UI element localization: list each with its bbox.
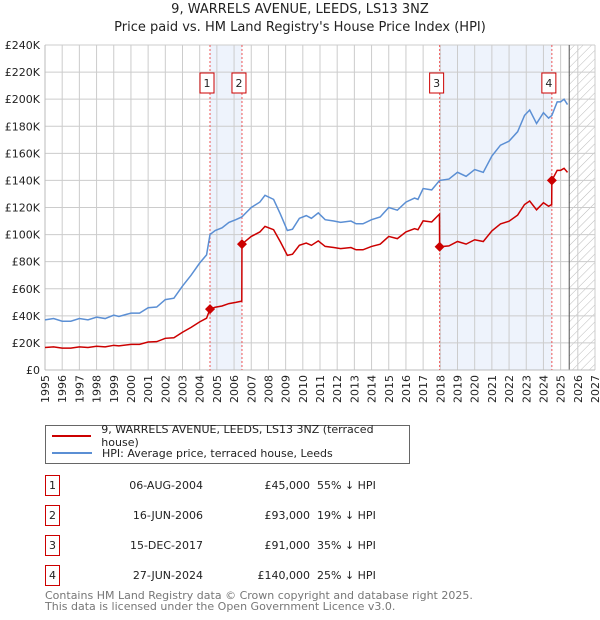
sale-point: [205, 304, 215, 315]
x-tick-label: 2023: [520, 375, 533, 403]
sale-label-box: [199, 72, 215, 94]
x-tick-label: 2009: [280, 375, 293, 403]
property-price-line: [44, 167, 569, 349]
y-tick-label: £240K: [5, 39, 41, 52]
sale-hpi-diff: 35% ↓ HPI: [317, 539, 376, 552]
y-tick-label: £220K: [5, 66, 41, 79]
sale-number: 1: [45, 475, 60, 496]
legend-label-property: 9, WARRELS AVENUE, LEEDS, LS13 3NZ (terr…: [101, 423, 374, 449]
legend-swatch-hpi: [52, 452, 92, 454]
legend-item-hpi: HPI: Average price, terraced house, Leed…: [52, 446, 333, 460]
x-tick-label: 2017: [417, 375, 430, 403]
x-tick-label: 2016: [400, 375, 413, 403]
x-tick-label: 1999: [108, 375, 121, 403]
y-tick-label: £0: [26, 364, 40, 377]
price-chart: 1995 1996 1997 1998 1999 2000 2001 2002 2003 2004…: [5, 39, 600, 403]
x-tick-label: 1998: [91, 375, 104, 403]
y-tick-label: £100K: [5, 229, 41, 242]
x-tick-label: 2002: [159, 375, 172, 403]
y-tick-label: £180K: [5, 120, 41, 133]
sale-point: [236, 239, 247, 250]
y-tick-label: £60K: [12, 283, 41, 296]
sale-price: £140,000: [257, 569, 311, 582]
x-tick-label: 2026: [572, 375, 585, 403]
x-tick-label: 2008: [262, 375, 275, 403]
sale-number: 3: [45, 535, 60, 556]
x-tick-label: 1996: [56, 375, 69, 403]
y-tick-label: £20K: [12, 337, 41, 350]
sale-point: [434, 241, 445, 252]
x-tick-label: 2025: [555, 375, 568, 403]
y-tick-label: £120K: [5, 202, 41, 215]
sale-label-box: [541, 72, 557, 94]
sale-date: 27-JUN-2024: [132, 569, 203, 582]
sale-point: [546, 175, 557, 186]
sale-label-box: [429, 72, 445, 94]
x-tick-label: 2022: [503, 375, 516, 403]
sale-date: 16-JUN-2006: [132, 509, 203, 522]
legend-label-hpi: HPI: Average price, terraced house, Leed…: [102, 446, 333, 460]
sale-price: £91,000: [264, 539, 311, 552]
sale-hpi-diff: 25% ↓ HPI: [317, 569, 376, 582]
y-tick-label: £160K: [5, 147, 41, 160]
sale-number: 2: [45, 505, 60, 526]
x-tick-label: 2019: [452, 375, 465, 403]
sale-label: 2: [235, 77, 242, 90]
x-tick-label: 2018: [434, 375, 447, 403]
sale-hpi-diff: 55% ↓ HPI: [317, 479, 376, 492]
sale-price: £45,000: [264, 479, 311, 492]
x-tick-label: 2011: [314, 375, 327, 403]
x-tick-label: 2012: [331, 375, 344, 403]
legend: 9, WARRELS AVENUE, LEEDS, LS13 3NZ (terr…: [45, 423, 410, 464]
sale-label: 3: [433, 77, 440, 90]
y-tick-label: £200K: [5, 93, 41, 106]
legend-swatch-property: [52, 435, 92, 437]
x-tick-label: 2024: [537, 375, 550, 403]
x-tick-label: 2020: [469, 375, 482, 403]
x-tick-label: 2010: [297, 375, 310, 403]
y-tick-label: £80K: [12, 256, 41, 269]
sale-hpi-diff: 19% ↓ HPI: [317, 509, 376, 522]
sale-date: 06-AUG-2004: [129, 479, 203, 492]
x-tick-label: 1997: [73, 375, 86, 403]
y-tick-label: £40K: [12, 310, 41, 323]
sale-label: 1: [204, 77, 211, 90]
x-tick-label: 2015: [383, 375, 396, 403]
x-tick-label: 2014: [366, 375, 379, 403]
sale-price: £93,000: [264, 509, 311, 522]
sale-label-box: [231, 72, 247, 94]
x-tick-label: 2005: [211, 375, 224, 403]
footer-licence: This data is licensed under the Open Gov…: [45, 600, 396, 613]
sale-number: 4: [45, 565, 60, 586]
x-tick-label: 2003: [177, 375, 190, 403]
sale-label: 4: [545, 77, 552, 90]
sale-date: 15-DEC-2017: [129, 539, 203, 552]
hpi-line: [44, 98, 569, 322]
x-tick-label: 2027: [589, 375, 600, 403]
y-tick-label: £140K: [5, 174, 41, 187]
x-tick-label: 2001: [142, 375, 155, 403]
x-tick-label: 2007: [245, 375, 258, 403]
x-tick-label: 2021: [486, 375, 499, 403]
x-tick-label: 1995: [39, 375, 52, 403]
x-tick-label: 2004: [194, 375, 207, 403]
x-tick-label: 2006: [228, 375, 241, 403]
footer-copyright: Contains HM Land Registry data © Crown c…: [45, 589, 473, 602]
chart-subtitle: Price paid vs. HM Land Registry's House …: [114, 20, 486, 35]
chart-title: 9, WARRELS AVENUE, LEEDS, LS13 3NZ: [171, 2, 429, 17]
x-tick-label: 2000: [125, 375, 138, 403]
x-tick-label: 2013: [348, 375, 361, 403]
legend-item-property: 9, WARRELS AVENUE, LEEDS, LS13 3NZ (terr…: [52, 423, 409, 449]
